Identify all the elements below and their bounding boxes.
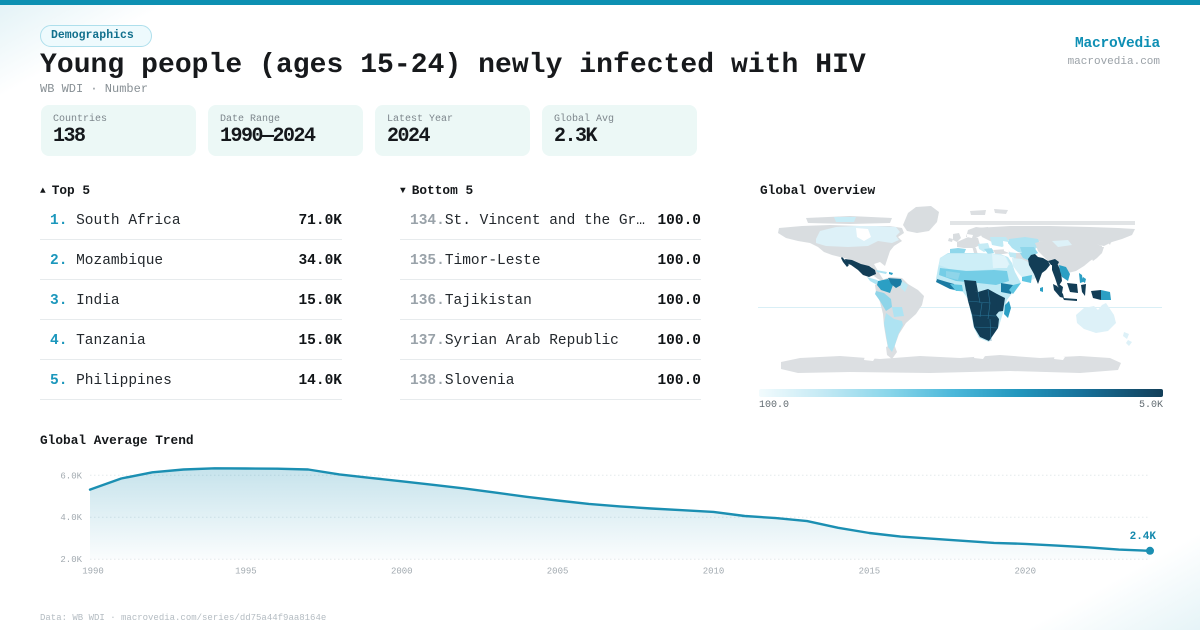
svg-text:4.0K: 4.0K xyxy=(60,513,82,523)
svg-text:2010: 2010 xyxy=(703,567,725,577)
svg-text:1995: 1995 xyxy=(235,567,257,577)
svg-text:2.0K: 2.0K xyxy=(60,555,82,565)
svg-text:2.4K: 2.4K xyxy=(1130,531,1157,543)
svg-text:2005: 2005 xyxy=(547,567,569,577)
svg-text:6.0K: 6.0K xyxy=(60,471,82,481)
svg-text:2000: 2000 xyxy=(391,567,413,577)
svg-text:1990: 1990 xyxy=(82,567,104,577)
svg-text:2015: 2015 xyxy=(859,567,881,577)
svg-text:2020: 2020 xyxy=(1014,567,1036,577)
